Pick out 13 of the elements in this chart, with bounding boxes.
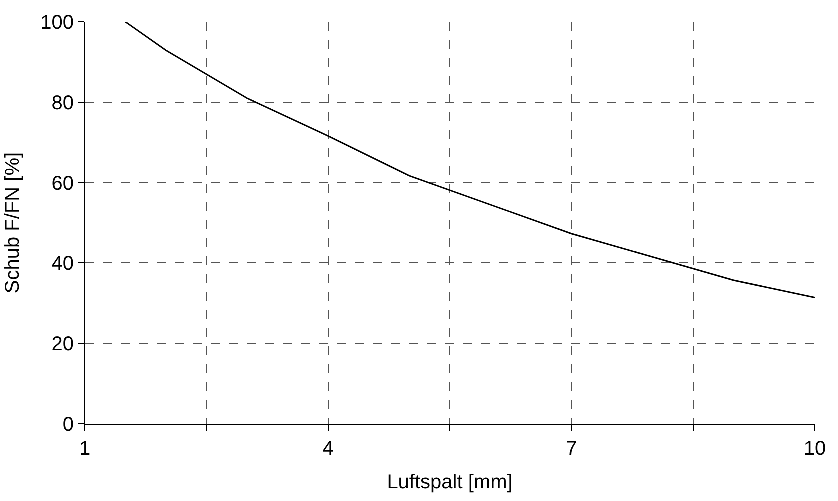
x-axis-title: Luftspalt [mm] [387,472,513,494]
y-tick-label: 0 [62,414,74,436]
y-tick-label: 60 [52,172,74,195]
y-tick-label: 100 [40,12,74,34]
x-tick-label: 7 [566,438,578,460]
y-tick-label: 20 [52,334,74,356]
line-series [124,22,815,299]
x-tick-label: 10 [804,438,826,460]
y-tick-label: 40 [52,253,74,276]
x-tick-label: 1 [79,438,91,460]
y-axis-title: Schub F/FN [%] [2,152,24,294]
y-tick-label: 80 [52,92,74,114]
x-tick-label: 4 [322,438,334,460]
